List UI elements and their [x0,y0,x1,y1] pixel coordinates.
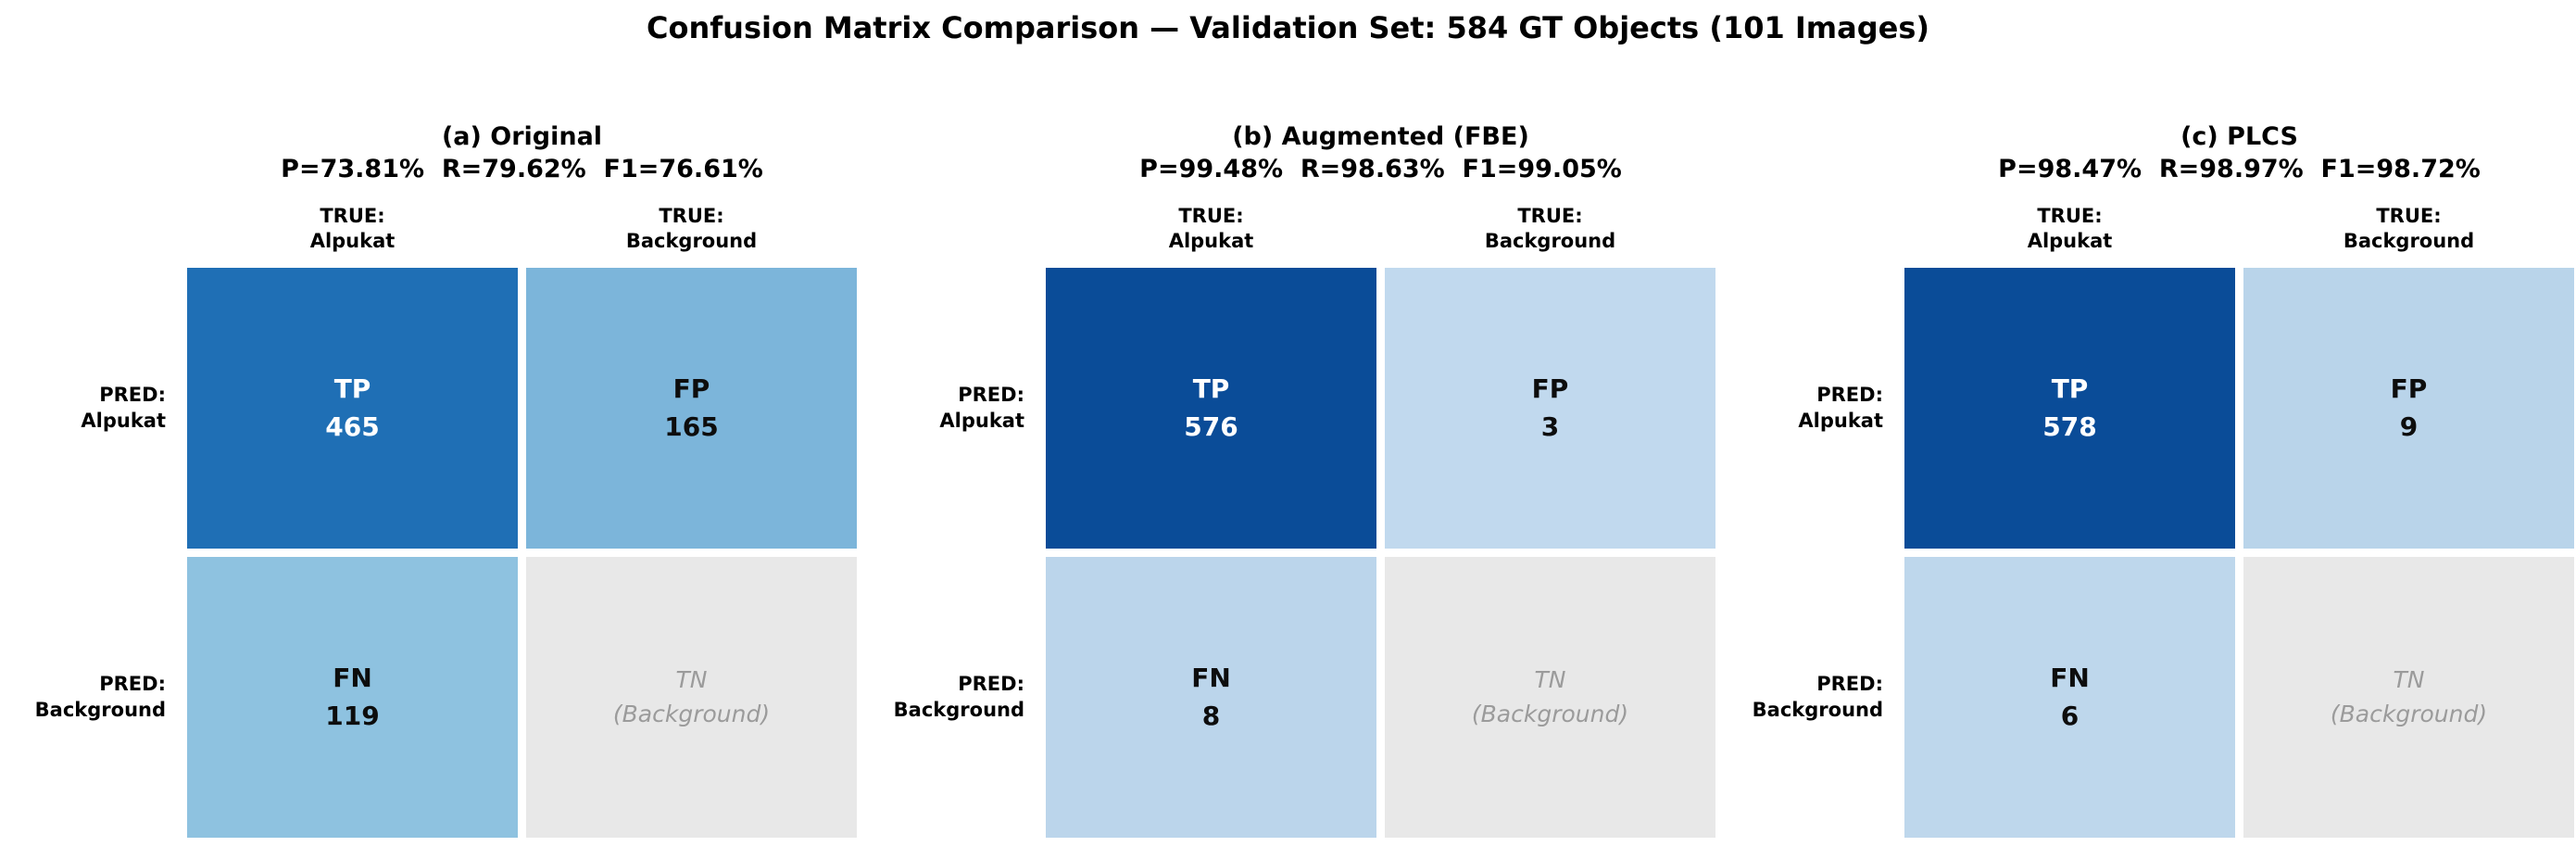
col-header-line1: TRUE: [1517,204,1583,227]
panel-a-metrics: P=73.81% R=79.62% F1=76.61% [281,155,763,184]
cell-label: TP [2051,373,2089,405]
row-header-line1: PRED: [1816,384,1883,407]
panel-b-header: (b) Augmented (FBE) P=99.48% R=98.63% F1… [1046,120,1715,185]
panel-c-metrics: P=98.47% R=98.97% F1=98.72% [1998,155,2481,184]
panel-c-plcs: (c) PLCS P=98.47% R=98.97% F1=98.72% TRU… [1717,120,2576,839]
cell-value: (Background) [612,700,771,727]
row-header-line2: Alpukat [939,409,1024,432]
cell-label: TP [1192,373,1230,405]
row-header-line1: PRED: [958,673,1024,696]
panel-a-matrix: TRUE: Alpukat TRUE: Background PRED: Alp… [0,200,859,839]
figure-title: Confusion Matrix Comparison — Validation… [646,10,1930,45]
cell-value: 3 [1540,411,1560,442]
col-header-line2: Background [1484,229,1616,252]
row-header-line1: PRED: [1816,673,1883,696]
cell-value: 465 [325,411,380,442]
cell-fn: FN 8 [1046,557,1376,839]
row-header-line2: Background [893,698,1024,721]
cell-value: 578 [2042,411,2097,442]
col-header-line2: Alpukat [309,229,396,252]
col-header-line1: TRUE: [2037,204,2103,227]
cell-tp: TP 576 [1046,268,1376,550]
panel-c-title: (c) PLCS [2180,122,2298,151]
panel-b-metrics: P=99.48% R=98.63% F1=99.05% [1139,155,1622,184]
corner-spacer [0,200,179,259]
row-header-line1: PRED: [99,673,166,696]
panel-c-matrix: TRUE: Alpukat TRUE: Background PRED: Alp… [1717,200,2576,839]
cell-value: 576 [1184,411,1238,442]
cell-label: FN [2050,663,2090,694]
cell-label: FP [2390,373,2428,405]
cell-value: 119 [325,700,380,731]
cell-label: TN [1534,666,1566,694]
row-header-line2: Alpukat [1798,409,1883,432]
corner-spacer [1717,200,1896,259]
panel-a-header: (a) Original P=73.81% R=79.62% F1=76.61% [187,120,857,185]
cell-label: TN [675,666,708,694]
panel-a-original: (a) Original P=73.81% R=79.62% F1=76.61%… [0,120,859,839]
panel-b-title: (b) Augmented (FBE) [1232,122,1529,151]
panel-a-title: (a) Original [441,122,603,151]
cell-label: FN [1191,663,1231,694]
cell-fp: FP 3 [1385,268,1715,550]
panel-c-header: (c) PLCS P=98.47% R=98.97% F1=98.72% [1904,120,2574,185]
cell-tn: TN (Background) [526,557,857,839]
cell-value: 6 [2060,700,2080,731]
row-header-pred-alpukat: PRED: Alpukat [0,268,179,549]
cell-value: (Background) [1471,700,1629,727]
row-header-pred-background: PRED: Background [0,557,179,838]
col-header-true-alpukat: TRUE: Alpukat [1904,200,2235,259]
corner-spacer [859,200,1037,259]
cell-value: (Background) [2330,700,2488,727]
col-header-line2: Background [625,229,758,252]
col-header-true-background: TRUE: Background [2243,200,2574,259]
col-header-line2: Alpukat [1168,229,1254,252]
col-header-true-background: TRUE: Background [526,200,857,259]
cell-tp: TP 578 [1904,268,2235,550]
panel-b-augmented-fbe: (b) Augmented (FBE) P=99.48% R=98.63% F1… [859,120,1717,839]
col-header-line1: TRUE: [320,204,385,227]
panels-row: (a) Original P=73.81% R=79.62% F1=76.61%… [0,120,2576,839]
row-header-pred-background: PRED: Background [1717,557,1896,838]
row-header-line2: Background [34,698,166,721]
row-header-line2: Alpukat [81,409,166,432]
col-header-true-alpukat: TRUE: Alpukat [187,200,518,259]
cell-label: FN [333,663,372,694]
cell-fn: FN 6 [1904,557,2235,839]
row-header-line2: Background [1752,698,1883,721]
row-header-pred-alpukat: PRED: Alpukat [859,268,1037,549]
row-header-pred-alpukat: PRED: Alpukat [1717,268,1896,549]
cell-fn: FN 119 [187,557,518,839]
col-header-line1: TRUE: [2376,204,2442,227]
col-header-line1: TRUE: [659,204,724,227]
col-header-line2: Background [2343,229,2475,252]
col-header-line1: TRUE: [1178,204,1244,227]
col-header-line2: Alpukat [2027,229,2113,252]
cell-label: TP [333,373,371,405]
row-header-line1: PRED: [958,384,1024,407]
cell-label: FP [1531,373,1569,405]
cell-value: 9 [2399,411,2419,442]
col-header-true-alpukat: TRUE: Alpukat [1046,200,1376,259]
row-header-pred-background: PRED: Background [859,557,1037,838]
cell-fp: FP 165 [526,268,857,550]
panel-b-matrix: TRUE: Alpukat TRUE: Background PRED: Alp… [859,200,1717,839]
cell-tn: TN (Background) [1385,557,1715,839]
cell-tp: TP 465 [187,268,518,550]
cell-value: 8 [1201,700,1221,731]
cell-label: FP [672,373,710,405]
cell-fp: FP 9 [2243,268,2574,550]
cell-tn: TN (Background) [2243,557,2574,839]
row-header-line1: PRED: [99,384,166,407]
cell-value: 165 [664,411,719,442]
cell-label: TN [2393,666,2425,694]
col-header-true-background: TRUE: Background [1385,200,1715,259]
